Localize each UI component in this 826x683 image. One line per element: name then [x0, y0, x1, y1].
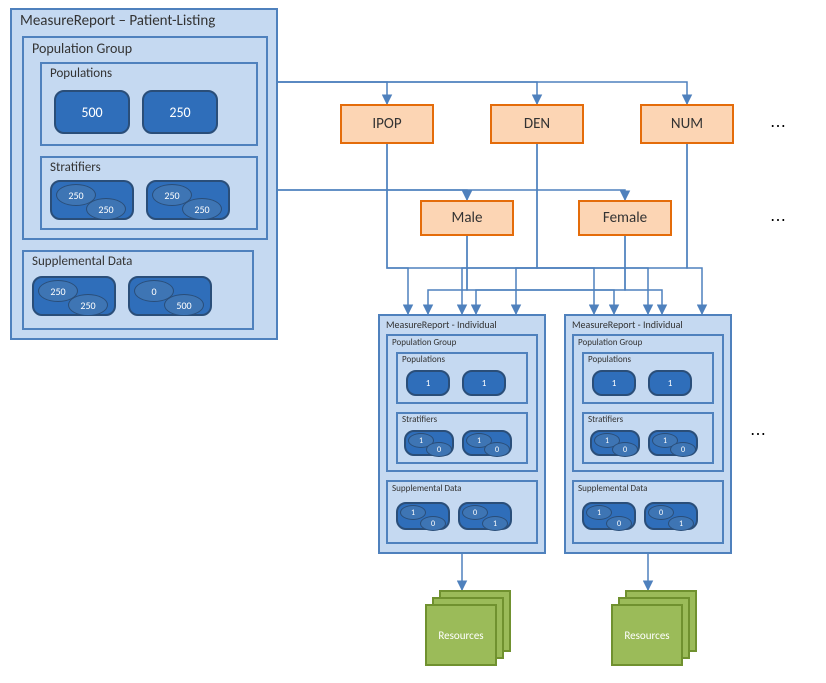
resources-1-0: Resources — [611, 604, 683, 666]
stratabox-Male: Male — [420, 200, 514, 236]
ind-stratifiers-label-0: Stratifiers — [402, 414, 437, 425]
stratabox-Female: Female — [578, 200, 672, 236]
sup-pill-1: 0500 — [128, 276, 212, 316]
ellipsis-ind: ⋯ — [750, 424, 766, 444]
ind-supp-label-1: Supplemental Data — [578, 483, 647, 494]
ind-strat-pill-1-0: 10 — [590, 430, 640, 456]
main-report-title: MeasureReport – Patient-Listing — [20, 12, 215, 30]
ind-popgroup-label-1: Population Group — [578, 337, 642, 348]
supplemental-label: Supplemental Data — [32, 254, 132, 269]
ellipsis-strata: ⋯ — [770, 210, 786, 230]
ind-strat-pill-0-1: 10 — [462, 430, 512, 456]
ind-pop-val-1-1: 1 — [648, 370, 692, 396]
sup-pill-0: 250250 — [32, 276, 116, 316]
strat-v2-1: 250 — [182, 198, 222, 220]
strat-pill-0: 250250 — [50, 180, 134, 220]
ind-title-1: MeasureReport - Individual — [572, 318, 683, 331]
ind-pop-val-1-0: 1 — [592, 370, 636, 396]
sup-v2-0: 250 — [68, 294, 108, 316]
ind-sup-v2-0-0: 0 — [420, 516, 446, 531]
ind-strat-pill-0-0: 10 — [404, 430, 454, 456]
pop-group-label: Population Group — [32, 40, 132, 57]
pop-val-1: 250 — [142, 90, 218, 134]
ind-sup-v2-1-1: 1 — [668, 516, 694, 531]
ind-populations-label-1: Populations — [588, 354, 631, 365]
populations-label: Populations — [50, 66, 112, 81]
sup-v2-1: 500 — [164, 294, 204, 316]
diagram-stage: MeasureReport – Patient-Listing Populatio… — [0, 0, 826, 683]
resources-0-0: Resources — [425, 604, 497, 666]
ind-sup-pill-1-1: 01 — [644, 502, 698, 530]
ind-sup-v2-1-0: 0 — [606, 516, 632, 531]
ind-title-0: MeasureReport - Individual — [386, 318, 497, 331]
popbox-DEN: DEN — [490, 104, 584, 144]
ind-sup-pill-0-0: 10 — [396, 502, 450, 530]
ind-strat-v2-0-1: 0 — [484, 442, 510, 457]
ind-strat-v2-0-0: 0 — [426, 442, 452, 457]
ind-supp-label-0: Supplemental Data — [392, 483, 461, 494]
strat-v2-0: 250 — [86, 198, 126, 220]
ind-sup-v2-0-1: 1 — [482, 516, 508, 531]
popbox-NUM: NUM — [640, 104, 734, 144]
ind-strat-v2-1-0: 0 — [612, 442, 638, 457]
ind-pop-val-0-1: 1 — [462, 370, 506, 396]
ind-pop-val-0-0: 1 — [406, 370, 450, 396]
strat-pill-1: 250250 — [146, 180, 230, 220]
ind-strat-pill-1-1: 10 — [648, 430, 698, 456]
pop-val-0: 500 — [54, 90, 130, 134]
ind-popgroup-label-0: Population Group — [392, 337, 456, 348]
ind-strat-v2-1-1: 0 — [670, 442, 696, 457]
ellipsis-pop: ⋯ — [770, 116, 786, 136]
ind-sup-pill-1-0: 10 — [582, 502, 636, 530]
ind-sup-pill-0-1: 01 — [458, 502, 512, 530]
ind-stratifiers-label-1: Stratifiers — [588, 414, 623, 425]
stratifiers-label: Stratifiers — [50, 160, 101, 175]
popbox-IPOP: IPOP — [340, 104, 434, 144]
ind-populations-label-0: Populations — [402, 354, 445, 365]
